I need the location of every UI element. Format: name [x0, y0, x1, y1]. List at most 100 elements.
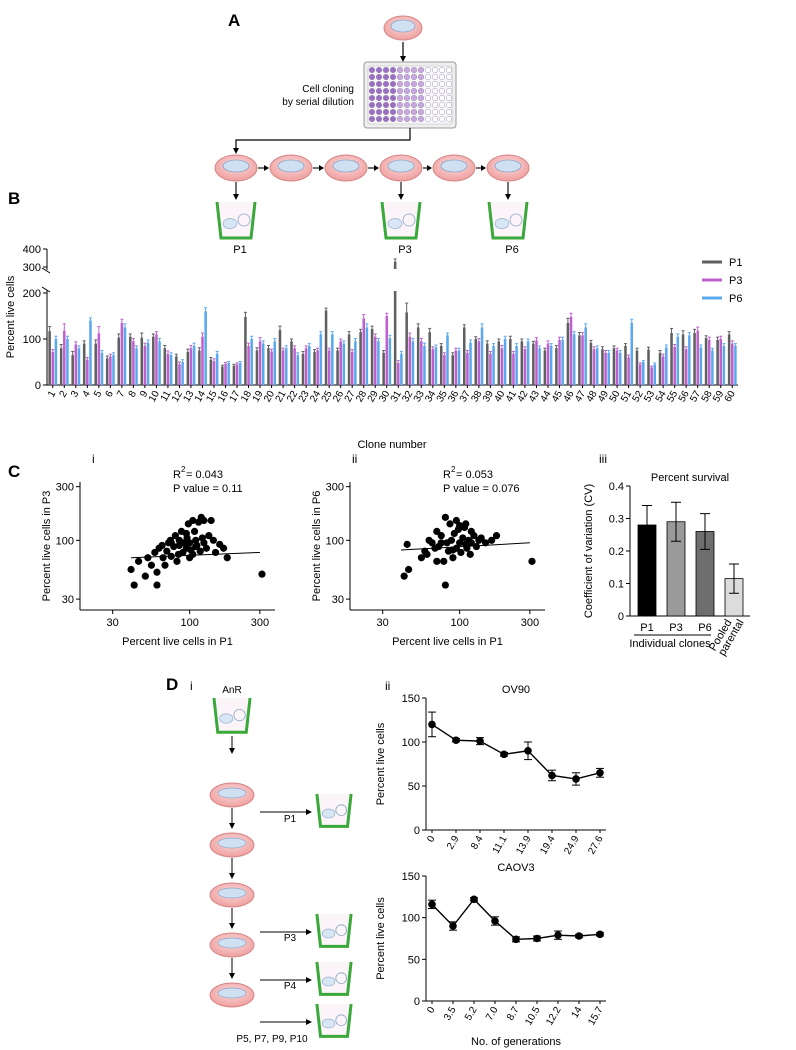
- scatter-point: [196, 547, 204, 555]
- scatter-point: [417, 554, 426, 562]
- bar-p3: [189, 348, 193, 385]
- x-tick-label: 41: [504, 389, 519, 405]
- x-tick-label: 59: [711, 389, 726, 405]
- bar-p3: [650, 367, 653, 385]
- bar-p3: [477, 341, 481, 385]
- plate-well: [397, 115, 404, 122]
- bar-p1: [578, 335, 581, 385]
- bar-p3: [696, 330, 699, 385]
- y-tick-label: 100: [402, 913, 420, 925]
- bar-p3: [143, 345, 147, 385]
- scatter-point: [492, 532, 501, 540]
- x-tick-label: 16: [216, 389, 231, 405]
- bar-p1: [359, 332, 362, 385]
- scatter-point: [457, 548, 465, 557]
- data-point: [572, 775, 580, 783]
- scatter-point: [400, 572, 408, 580]
- bar-p3: [362, 318, 365, 385]
- bar-p1: [105, 358, 109, 385]
- well-label: P1: [233, 244, 246, 256]
- bar-p3: [166, 353, 170, 385]
- scatter-point: [211, 548, 220, 557]
- bar-p1: [624, 345, 627, 385]
- cell-icon: [335, 804, 348, 816]
- bar-p6: [388, 338, 392, 385]
- bar-p1: [647, 349, 650, 385]
- bar-p6: [261, 343, 265, 385]
- bar-p6: [319, 334, 323, 385]
- y-tick-label: 200: [23, 288, 41, 300]
- x-tick-label: 39: [481, 389, 496, 405]
- x-tick-label: 13.9: [514, 834, 533, 857]
- x-tick-label: 37: [458, 389, 473, 405]
- plate-well: [418, 66, 425, 73]
- plate-well-cup: [315, 1003, 353, 1038]
- category-label: P6: [698, 622, 711, 634]
- panel-d-sub-i: i: [190, 679, 193, 693]
- plate-well: [425, 87, 432, 94]
- scatter-point: [134, 557, 143, 565]
- x-tick-label: 60: [723, 389, 738, 405]
- r-squared-symbol: R: [173, 469, 181, 481]
- bar-p1: [416, 327, 420, 385]
- bar-p3: [201, 336, 204, 385]
- last-passages-label: P5, P7, P9, P10: [236, 1034, 308, 1045]
- arrow-head: [229, 823, 235, 829]
- bar-p3: [684, 349, 688, 385]
- series-line: [431, 898, 601, 941]
- x-tick-label: 19.4: [538, 834, 557, 857]
- x-tick-label: 22: [285, 389, 300, 405]
- bar-p6: [630, 322, 634, 385]
- plate-well: [446, 87, 453, 94]
- bar-p6: [308, 345, 311, 385]
- x-tick-label: 300: [251, 617, 269, 629]
- panel-label-d: D: [166, 675, 178, 694]
- arrow-head: [306, 977, 312, 983]
- scatter-point: [449, 554, 457, 562]
- data-point: [500, 750, 508, 759]
- bar-p1: [71, 355, 74, 385]
- cell-cluster: [322, 976, 336, 987]
- r-squared-exponent: 2: [451, 465, 456, 474]
- scatter-point: [200, 539, 208, 547]
- y-axis-label: Coefficient of variation (CV): [583, 484, 595, 618]
- x-axis-label: Clone number: [357, 439, 426, 451]
- data-point: [470, 895, 478, 904]
- plate-well: [404, 101, 411, 108]
- plate-well-cup: [315, 793, 353, 828]
- bar-p1: [255, 350, 259, 385]
- plate-well: [411, 87, 418, 94]
- plate-well: [425, 115, 432, 122]
- scatter-point: [127, 565, 135, 574]
- bar-p1: [382, 352, 385, 385]
- bar-p3: [86, 359, 89, 385]
- cell-cluster: [494, 159, 522, 173]
- category-label: P1: [640, 622, 653, 634]
- plate-well: [418, 101, 425, 108]
- bar-p3: [707, 339, 711, 385]
- x-tick-label: 10.5: [523, 1005, 542, 1028]
- bar-p6: [169, 355, 173, 385]
- x-tick-label: 49: [596, 389, 611, 405]
- scatter-point: [186, 539, 194, 547]
- plate-well: [432, 94, 439, 101]
- bar-p6: [595, 348, 599, 385]
- bar-p6: [331, 334, 334, 385]
- arrow-head: [505, 194, 511, 200]
- x-tick-label: 32: [400, 389, 415, 405]
- x-tick-label: 35: [435, 389, 450, 405]
- plate-well-cup: [487, 201, 529, 240]
- x-tick-label: 8: [127, 389, 140, 400]
- y-tick-label: 300: [56, 482, 74, 494]
- bar-p1: [439, 345, 443, 385]
- plate-well: [439, 87, 446, 94]
- bar-p6: [250, 339, 253, 385]
- well-label: P3: [398, 244, 411, 256]
- bar-p1: [520, 341, 524, 385]
- plate-well: [369, 108, 376, 115]
- bar-p1: [278, 329, 282, 385]
- cell-cluster: [217, 887, 247, 899]
- x-tick-label: 1: [46, 389, 59, 400]
- bar-p1: [209, 359, 213, 385]
- scatter-point: [258, 570, 266, 578]
